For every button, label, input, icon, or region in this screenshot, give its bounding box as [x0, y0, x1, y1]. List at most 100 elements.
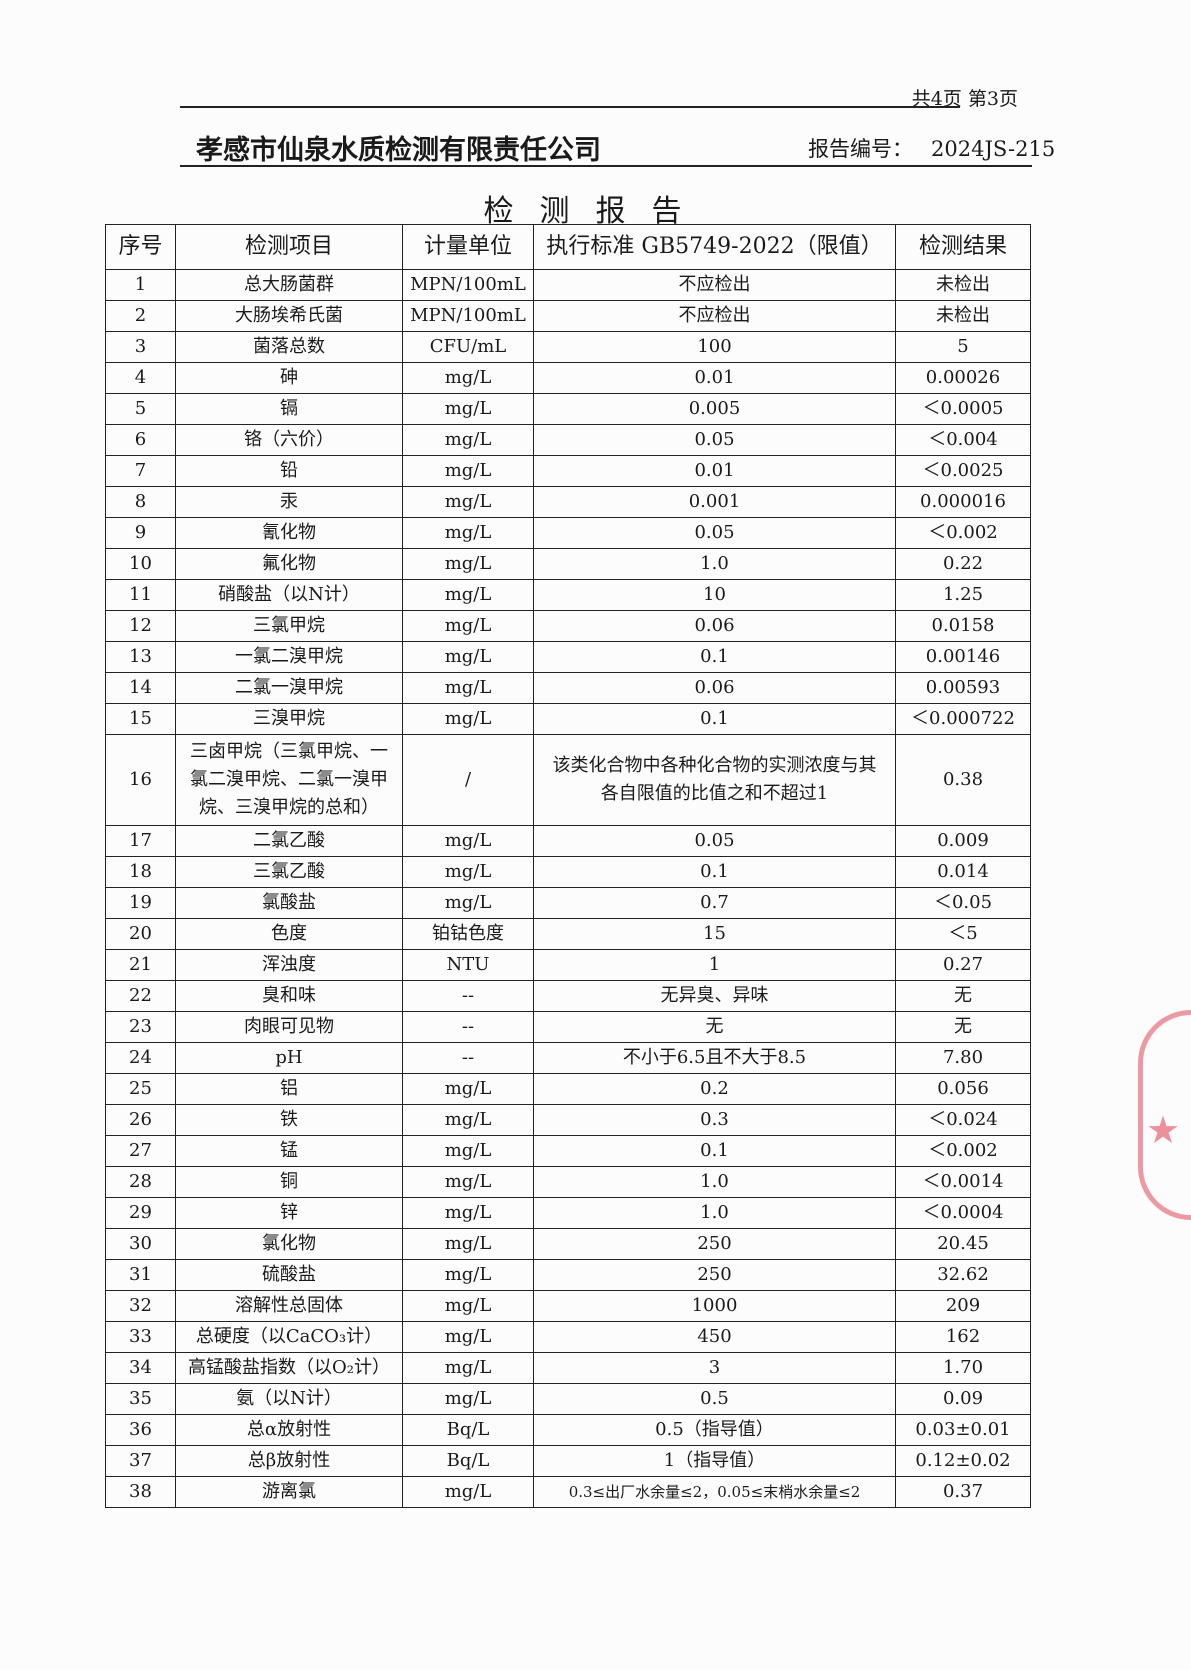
- cell-standard: 无: [533, 1011, 896, 1043]
- cell-unit: mg/L: [402, 579, 534, 611]
- cell-unit: mg/L: [402, 672, 534, 704]
- cell-seq: 12: [105, 610, 176, 642]
- table-row: 1 总大肠菌群 MPN/100mL 不应检出 未检出: [105, 269, 1031, 301]
- cell-seq: 27: [105, 1135, 176, 1167]
- cell-item: 氯酸盐: [175, 887, 403, 919]
- col-header-seq: 序号: [105, 224, 176, 270]
- col-header-result: 检测结果: [895, 224, 1031, 270]
- cell-standard: 不应检出: [533, 300, 896, 332]
- cell-unit: mg/L: [402, 1104, 534, 1136]
- cell-unit: mg/L: [402, 1073, 534, 1105]
- cell-seq: 6: [105, 424, 176, 456]
- cell-result: 未检出: [895, 269, 1031, 301]
- cell-item: 汞: [175, 486, 403, 518]
- cell-result: 7.80: [895, 1042, 1031, 1074]
- cell-standard: 0.06: [533, 610, 896, 642]
- cell-seq: 9: [105, 517, 176, 549]
- cell-unit: mg/L: [402, 1228, 534, 1260]
- cell-result: 0.09: [895, 1383, 1031, 1415]
- cell-standard: 0.2: [533, 1073, 896, 1105]
- cell-item: 硝酸盐（以N计）: [175, 579, 403, 611]
- cell-seq: 32: [105, 1290, 176, 1322]
- cell-seq: 14: [105, 672, 176, 704]
- cell-seq: 33: [105, 1321, 176, 1353]
- cell-standard: 1.0: [533, 1166, 896, 1198]
- cell-standard: 该类化合物中各种化合物的实测浓度与其各自限值的比值之和不超过1: [533, 734, 896, 826]
- table-row: 21 浑浊度 NTU 1 0.27: [105, 949, 1031, 981]
- cell-unit: mg/L: [402, 856, 534, 888]
- cell-result: ＜0.05: [895, 887, 1031, 919]
- table-row: 19 氯酸盐 mg/L 0.7 ＜0.05: [105, 887, 1031, 919]
- cell-standard: 不应检出: [533, 269, 896, 301]
- company-name: 孝感市仙泉水质检测有限责任公司: [196, 135, 601, 166]
- cell-seq: 10: [105, 548, 176, 580]
- cell-result: 32.62: [895, 1259, 1031, 1291]
- table-header-row: 序号 检测项目 计量单位 执行标准 GB5749-2022（限值） 检测结果: [105, 224, 1031, 270]
- cell-seq: 3: [105, 331, 176, 363]
- header-rule-2: [180, 165, 1032, 167]
- cell-item: 菌落总数: [175, 331, 403, 363]
- cell-item: 铅: [175, 455, 403, 487]
- cell-seq: 18: [105, 856, 176, 888]
- cell-item: 溶解性总固体: [175, 1290, 403, 1322]
- cell-result: 未检出: [895, 300, 1031, 332]
- cell-standard: 0.05: [533, 424, 896, 456]
- cell-standard: 0.005: [533, 393, 896, 425]
- cell-seq: 29: [105, 1197, 176, 1229]
- cell-result: ＜0.0004: [895, 1197, 1031, 1229]
- cell-item: 砷: [175, 362, 403, 394]
- cell-standard: 0.05: [533, 517, 896, 549]
- cell-item: 一氯二溴甲烷: [175, 641, 403, 673]
- cell-item: 总α放射性: [175, 1414, 403, 1446]
- table-row: 5 镉 mg/L 0.005 ＜0.0005: [105, 393, 1031, 425]
- table-row: 32 溶解性总固体 mg/L 1000 209: [105, 1290, 1031, 1322]
- table-row: 29 锌 mg/L 1.0 ＜0.0004: [105, 1197, 1031, 1229]
- cell-item: 锰: [175, 1135, 403, 1167]
- cell-result: ＜0.0025: [895, 455, 1031, 487]
- cell-seq: 7: [105, 455, 176, 487]
- cell-item: 镉: [175, 393, 403, 425]
- cell-unit: mg/L: [402, 1135, 534, 1167]
- cell-unit: mg/L: [402, 548, 534, 580]
- cell-seq: 30: [105, 1228, 176, 1260]
- cell-unit: mg/L: [402, 1259, 534, 1291]
- cell-standard: 0.3: [533, 1104, 896, 1136]
- col-header-item: 检测项目: [175, 224, 403, 270]
- page-info: 共4页 第3页: [911, 88, 1018, 110]
- cell-standard: 0.06: [533, 672, 896, 704]
- cell-item: 三氯乙酸: [175, 856, 403, 888]
- cell-item: 三溴甲烷: [175, 703, 403, 735]
- table-row: 22 臭和味 -- 无异臭、异味无: [105, 980, 1031, 1012]
- cell-item: 总大肠菌群: [175, 269, 403, 301]
- cell-unit: CFU/mL: [402, 331, 534, 363]
- cell-unit: mg/L: [402, 362, 534, 394]
- cell-result: 0.009: [895, 825, 1031, 857]
- cell-result: 0.00146: [895, 641, 1031, 673]
- cell-standard: 1.0: [533, 548, 896, 580]
- cell-unit: mg/L: [402, 517, 534, 549]
- cell-unit: mg/L: [402, 393, 534, 425]
- cell-item: 浑浊度: [175, 949, 403, 981]
- table-row: 12 三氯甲烷 mg/L 0.06 0.0158: [105, 610, 1031, 642]
- report-number: 报告编号： 2024JS-215: [808, 133, 1055, 163]
- cell-unit: mg/L: [402, 455, 534, 487]
- cell-result: 0.000016: [895, 486, 1031, 518]
- table-row: 38 游离氯 mg/L 0.3≤出厂水余量≤2，0.05≤末梢水余量≤2 0.37: [105, 1476, 1031, 1508]
- cell-seq: 36: [105, 1414, 176, 1446]
- cell-result: 无: [895, 980, 1031, 1012]
- cell-item: 铁: [175, 1104, 403, 1136]
- table-row: 16 三卤甲烷（三氯甲烷、一氯二溴甲烷、二氯一溴甲烷、三溴甲烷的总和） / 该类化合物…: [105, 734, 1031, 826]
- cell-item: 氟化物: [175, 548, 403, 580]
- cell-seq: 26: [105, 1104, 176, 1136]
- table-row: 31 硫酸盐 mg/L 250 32.62: [105, 1259, 1031, 1291]
- cell-standard: 0.5: [533, 1383, 896, 1415]
- cell-result: 0.00593: [895, 672, 1031, 704]
- cell-seq: 25: [105, 1073, 176, 1105]
- cell-unit: mg/L: [402, 1321, 534, 1353]
- cell-standard: 0.05: [533, 825, 896, 857]
- cell-unit: mg/L: [402, 486, 534, 518]
- cell-unit: mg/L: [402, 1166, 534, 1198]
- table-row: 20 色度 铂钴色度 15 ＜5: [105, 918, 1031, 950]
- cell-standard: 0.1: [533, 703, 896, 735]
- cell-item: 肉眼可见物: [175, 1011, 403, 1043]
